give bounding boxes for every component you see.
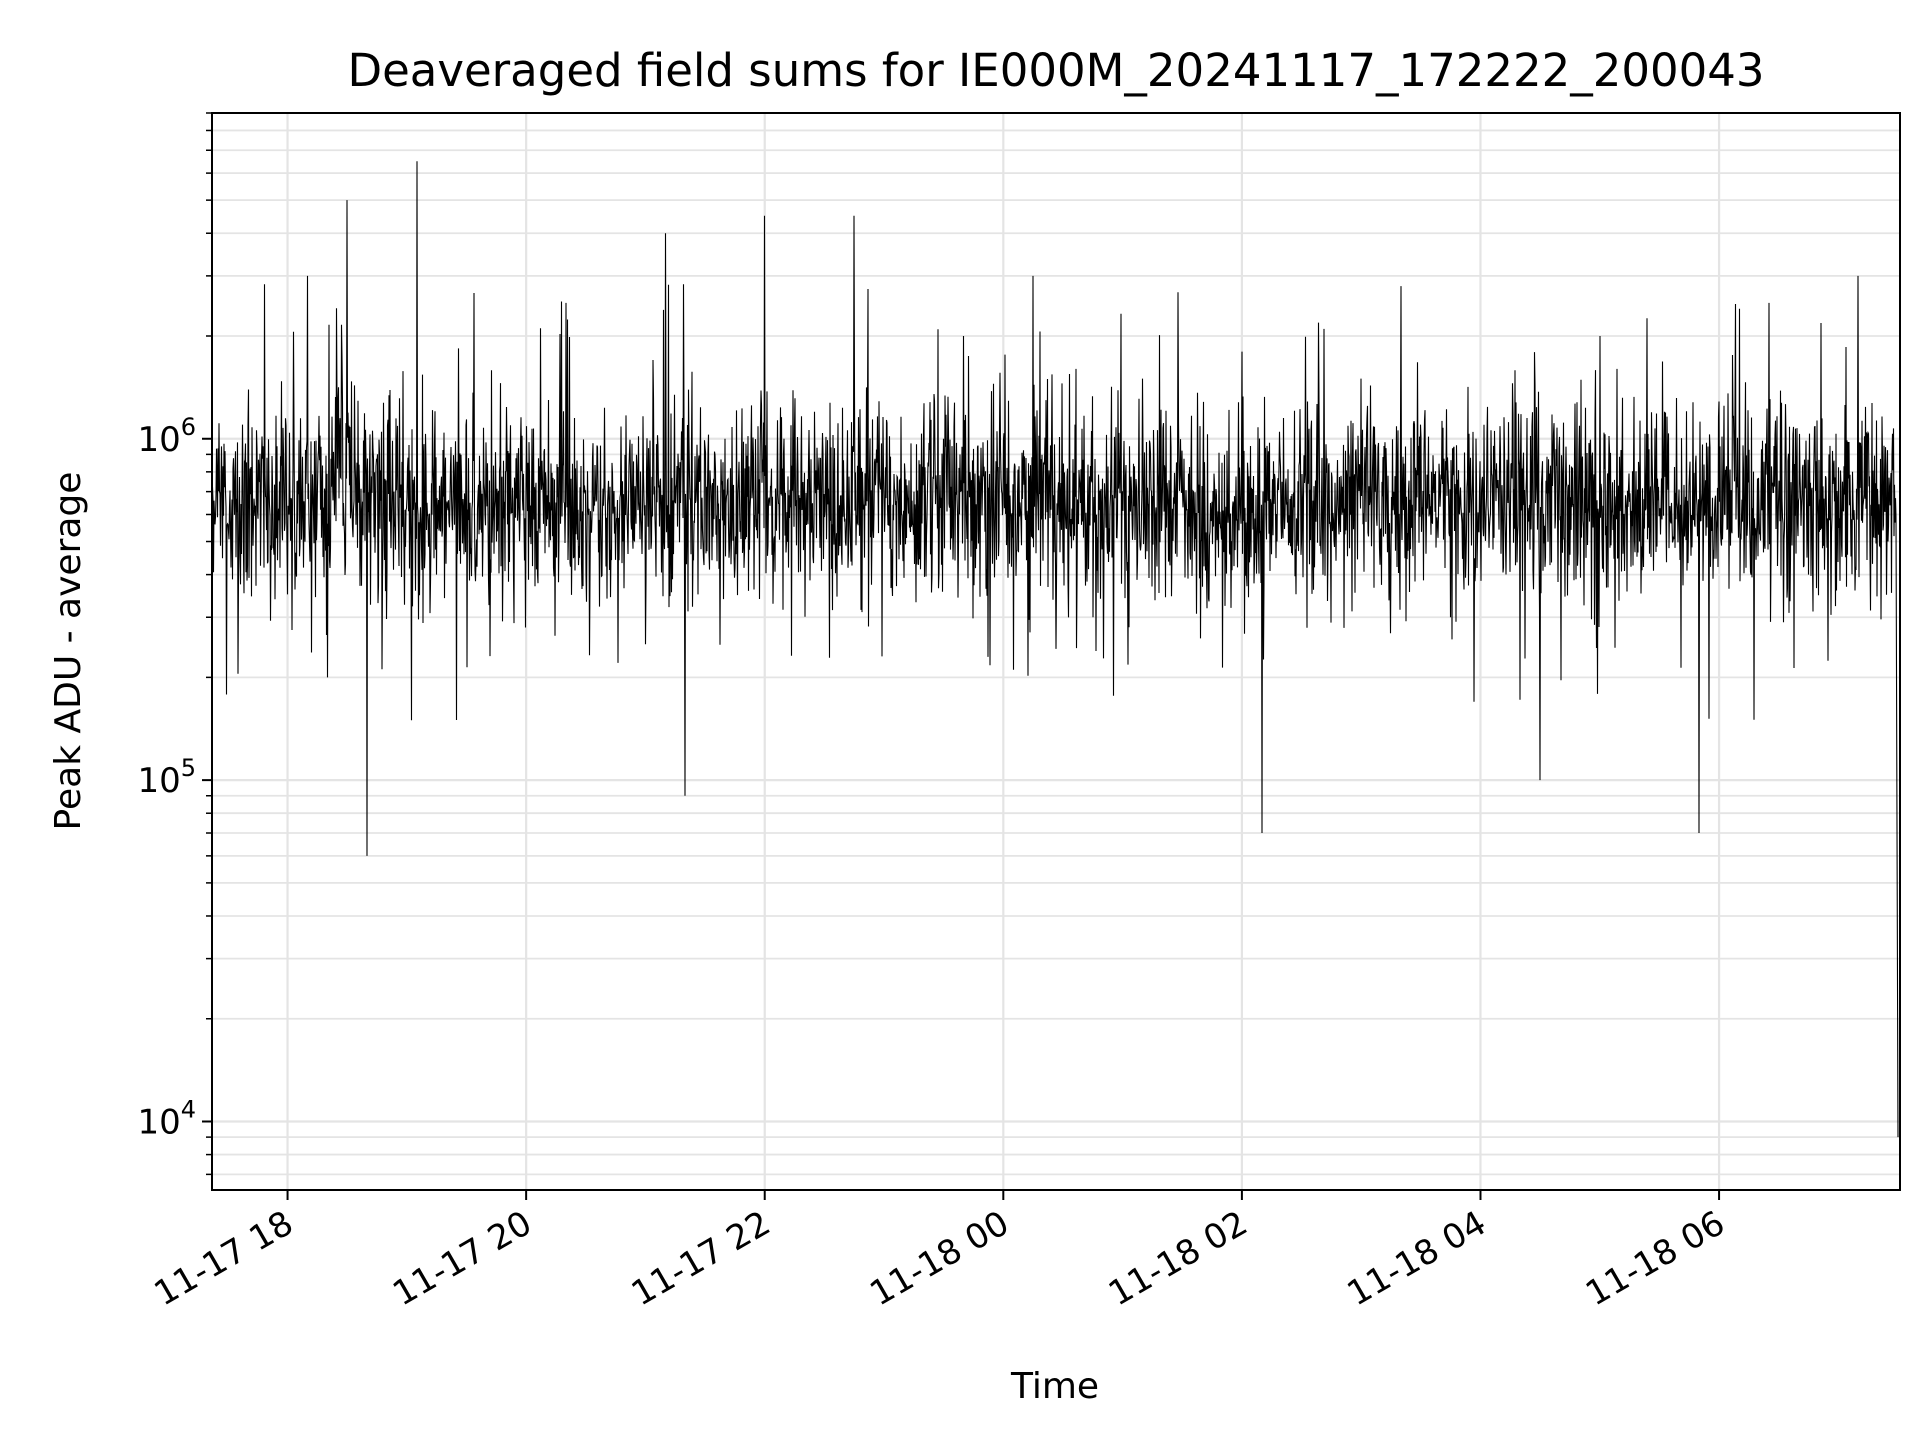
grid xyxy=(212,112,1900,1190)
y-tick-base: 10 xyxy=(137,420,180,460)
y-tick-label: 104 xyxy=(137,1096,196,1143)
y-tick-exponent: 4 xyxy=(181,1096,196,1124)
y-tick-base: 10 xyxy=(137,761,180,801)
y-axis-label: Peak ADU - average xyxy=(48,472,89,831)
y-tick-label: 105 xyxy=(137,754,196,801)
chart-title: Deaveraged field sums for IE000M_2024111… xyxy=(347,44,1764,97)
y-tick-exponent: 6 xyxy=(181,413,196,441)
series-line xyxy=(211,161,1899,1138)
plot-frame xyxy=(211,112,1901,1191)
y-tick-base: 10 xyxy=(137,1103,180,1143)
y-tick-exponent: 5 xyxy=(181,754,196,782)
series-group xyxy=(211,161,1899,1138)
x-axis-label: Time xyxy=(1010,1366,1099,1407)
y-tick-label: 106 xyxy=(137,413,196,460)
